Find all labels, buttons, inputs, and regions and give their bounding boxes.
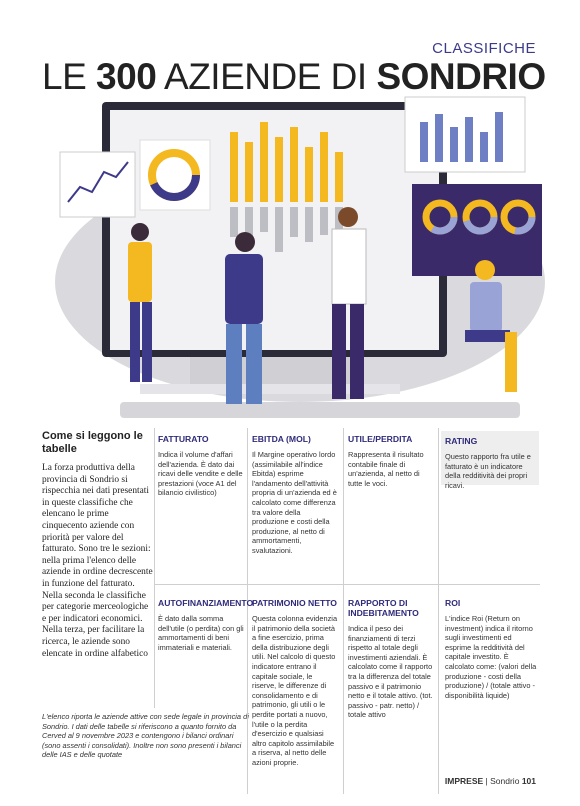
- intro-heading: Come si leggono le tabelle: [42, 430, 143, 455]
- def-autofinanziamento: AUTOFINANZIAMENTO È dato dalla somma del…: [158, 598, 254, 652]
- page-title: LE 300 AZIENDE DI SONDRIO: [42, 56, 546, 97]
- page-footer: IMPRESE | Sondrio 101: [444, 776, 536, 786]
- def-ebitda: EBITDA (MOL) Il Margine operativo lordo …: [252, 434, 337, 555]
- intro-body: La forza produttiva della provincia di S…: [42, 463, 153, 659]
- def-roi: ROI L'indice Roi (Return on investment) …: [445, 598, 537, 700]
- def-utile-perdita: UTILE/PERDITA Rappresenta il risultato c…: [348, 434, 424, 488]
- footnote: L'elenco riporta le aziende attive con s…: [42, 712, 249, 760]
- def-rapporto-indebitamento: RAPPORTO DI INDEBITAMENTO Indica il peso…: [348, 598, 433, 720]
- def-patrimonio-netto: PATRIMONIO NETTO Questa colonna evidenzi…: [252, 598, 338, 767]
- def-rating: RATING Questo rapporto fra utile e fattu…: [445, 436, 531, 490]
- section-label: CLASSIFICHE: [432, 40, 536, 57]
- def-fatturato: FATTURATO Indica il volume d'affari dell…: [158, 434, 243, 498]
- rating-box: [441, 431, 539, 485]
- business-illustration: [55, 96, 545, 418]
